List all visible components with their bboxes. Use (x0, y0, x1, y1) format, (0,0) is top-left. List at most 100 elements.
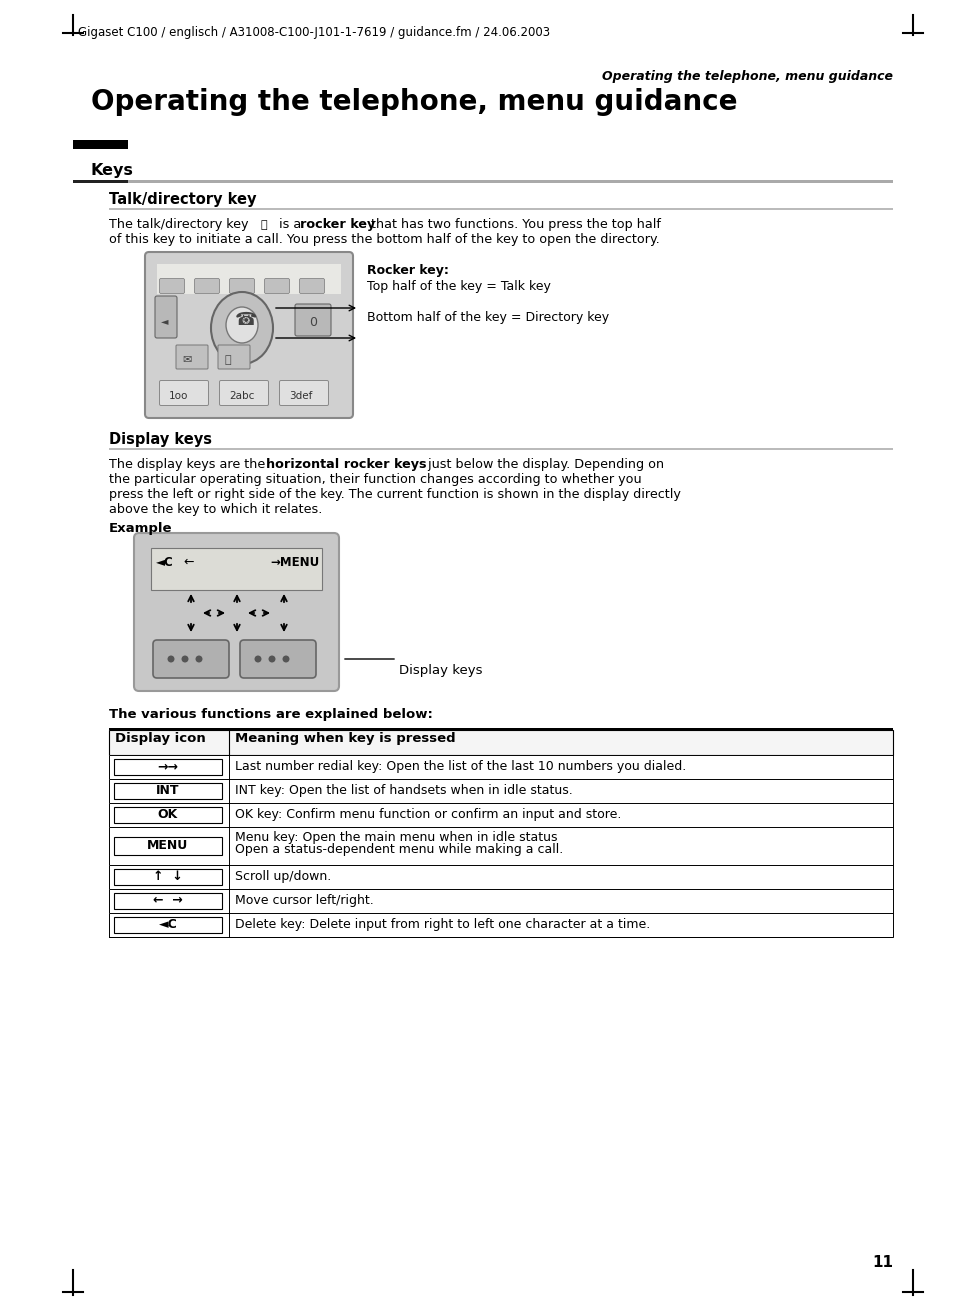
Text: OK: OK (157, 808, 178, 821)
Bar (109, 754, 892, 779)
Text: Keys: Keys (91, 163, 133, 178)
Text: Gigaset C100 / englisch / A31008-C100-J101-1-7619 / guidance.fm / 24.06.2003: Gigaset C100 / englisch / A31008-C100-J1… (78, 26, 550, 39)
Text: ◄C: ◄C (156, 555, 173, 569)
Text: Talk/directory key: Talk/directory key (109, 192, 256, 207)
Bar (151, 548, 322, 589)
Text: horizontal rocker keys: horizontal rocker keys (266, 457, 426, 471)
Bar (113, 783, 222, 799)
Text: The display keys are the: The display keys are the (109, 457, 269, 471)
Text: →MENU: →MENU (270, 555, 319, 569)
FancyBboxPatch shape (154, 295, 177, 339)
Text: ☎: ☎ (234, 311, 257, 329)
Bar (109, 754, 892, 779)
Text: Display keys: Display keys (398, 664, 482, 677)
Text: 2abc: 2abc (229, 391, 254, 401)
Bar (113, 806, 222, 822)
FancyBboxPatch shape (218, 345, 250, 369)
Bar (113, 893, 222, 908)
Bar (113, 836, 222, 855)
Text: Meaning when key is pressed: Meaning when key is pressed (234, 732, 456, 745)
Circle shape (268, 656, 275, 663)
Bar (109, 728, 892, 729)
Text: that has two functions. You press the top half: that has two functions. You press the to… (367, 218, 660, 231)
Text: Operating the telephone, menu guidance: Operating the telephone, menu guidance (601, 71, 892, 84)
Text: of this key to initiate a call. You press the bottom half of the key to open the: of this key to initiate a call. You pres… (109, 233, 659, 246)
Text: Operating the telephone, menu guidance: Operating the telephone, menu guidance (91, 88, 737, 116)
Bar (109, 826, 892, 864)
Text: ◄C: ◄C (158, 918, 177, 931)
Text: Top half of the key = Talk key: Top half of the key = Talk key (367, 280, 550, 293)
FancyBboxPatch shape (159, 380, 209, 405)
Bar (109, 864, 892, 889)
Text: rocker key: rocker key (299, 218, 375, 231)
FancyBboxPatch shape (294, 305, 331, 336)
FancyBboxPatch shape (159, 278, 184, 294)
Text: ↑  ↓: ↑ ↓ (153, 870, 183, 884)
Bar (151, 548, 322, 589)
Bar (113, 868, 222, 885)
Text: Move cursor left/right.: Move cursor left/right. (234, 894, 374, 907)
Text: 0: 0 (309, 315, 316, 328)
Text: press the left or right side of the key. The current function is shown in the di: press the left or right side of the key.… (109, 488, 680, 501)
Text: ←: ← (183, 555, 193, 569)
Bar (109, 826, 892, 864)
FancyBboxPatch shape (240, 640, 315, 678)
Text: Last number redial key: Open the list of the last 10 numbers you dialed.: Last number redial key: Open the list of… (234, 759, 685, 772)
Bar (109, 912, 892, 937)
FancyBboxPatch shape (230, 278, 254, 294)
Text: ←  →: ← → (153, 894, 183, 907)
Bar (109, 779, 892, 802)
Bar (109, 802, 892, 826)
Bar (109, 779, 892, 802)
Text: Bottom half of the key = Directory key: Bottom half of the key = Directory key (367, 311, 608, 324)
Text: the particular operating situation, their function changes according to whether : the particular operating situation, thei… (109, 473, 641, 486)
Text: The various functions are explained below:: The various functions are explained belo… (109, 708, 433, 721)
Circle shape (282, 656, 289, 663)
Text: 1oo: 1oo (169, 391, 188, 401)
Text: 📞: 📞 (261, 220, 268, 230)
Bar (73, 140, 128, 149)
Bar (109, 864, 892, 889)
Bar (113, 758, 222, 775)
Text: Display icon: Display icon (115, 732, 206, 745)
Bar (109, 729, 892, 754)
Text: →→: →→ (157, 759, 178, 772)
Circle shape (195, 656, 202, 663)
Circle shape (168, 656, 174, 663)
FancyBboxPatch shape (279, 380, 328, 405)
Text: Display keys: Display keys (109, 433, 212, 447)
Text: ⏸: ⏸ (225, 356, 232, 365)
Text: OK key: Confirm menu function or confirm an input and store.: OK key: Confirm menu function or confirm… (234, 808, 620, 821)
Bar (109, 889, 892, 912)
FancyBboxPatch shape (194, 278, 219, 294)
Text: 11: 11 (871, 1255, 892, 1270)
Text: INT key: Open the list of handsets when in idle status.: INT key: Open the list of handsets when … (234, 784, 572, 797)
Text: Menu key: Open the main menu when in idle status: Menu key: Open the main menu when in idl… (234, 830, 557, 843)
Bar (73, 180, 128, 183)
Text: Example: Example (109, 521, 172, 535)
FancyBboxPatch shape (264, 278, 289, 294)
Bar (109, 802, 892, 826)
Bar (157, 264, 340, 294)
Text: Open a status-dependent menu while making a call.: Open a status-dependent menu while makin… (234, 843, 562, 856)
Text: MENU: MENU (147, 839, 189, 852)
FancyBboxPatch shape (299, 278, 324, 294)
FancyBboxPatch shape (145, 252, 353, 418)
FancyBboxPatch shape (133, 533, 338, 691)
Bar (109, 912, 892, 937)
Text: Rocker key:: Rocker key: (367, 264, 449, 277)
FancyBboxPatch shape (152, 640, 229, 678)
Text: Scroll up/down.: Scroll up/down. (234, 870, 331, 884)
Text: is a: is a (274, 218, 305, 231)
Text: ◄: ◄ (161, 316, 169, 325)
Circle shape (181, 656, 189, 663)
Bar (113, 916, 222, 932)
Text: 3def: 3def (289, 391, 312, 401)
Ellipse shape (226, 307, 257, 342)
Text: just below the display. Depending on: just below the display. Depending on (423, 457, 663, 471)
Text: Delete key: Delete input from right to left one character at a time.: Delete key: Delete input from right to l… (234, 918, 650, 931)
Bar (109, 889, 892, 912)
Circle shape (254, 656, 261, 663)
FancyBboxPatch shape (219, 380, 268, 405)
Text: INT: INT (156, 784, 179, 797)
